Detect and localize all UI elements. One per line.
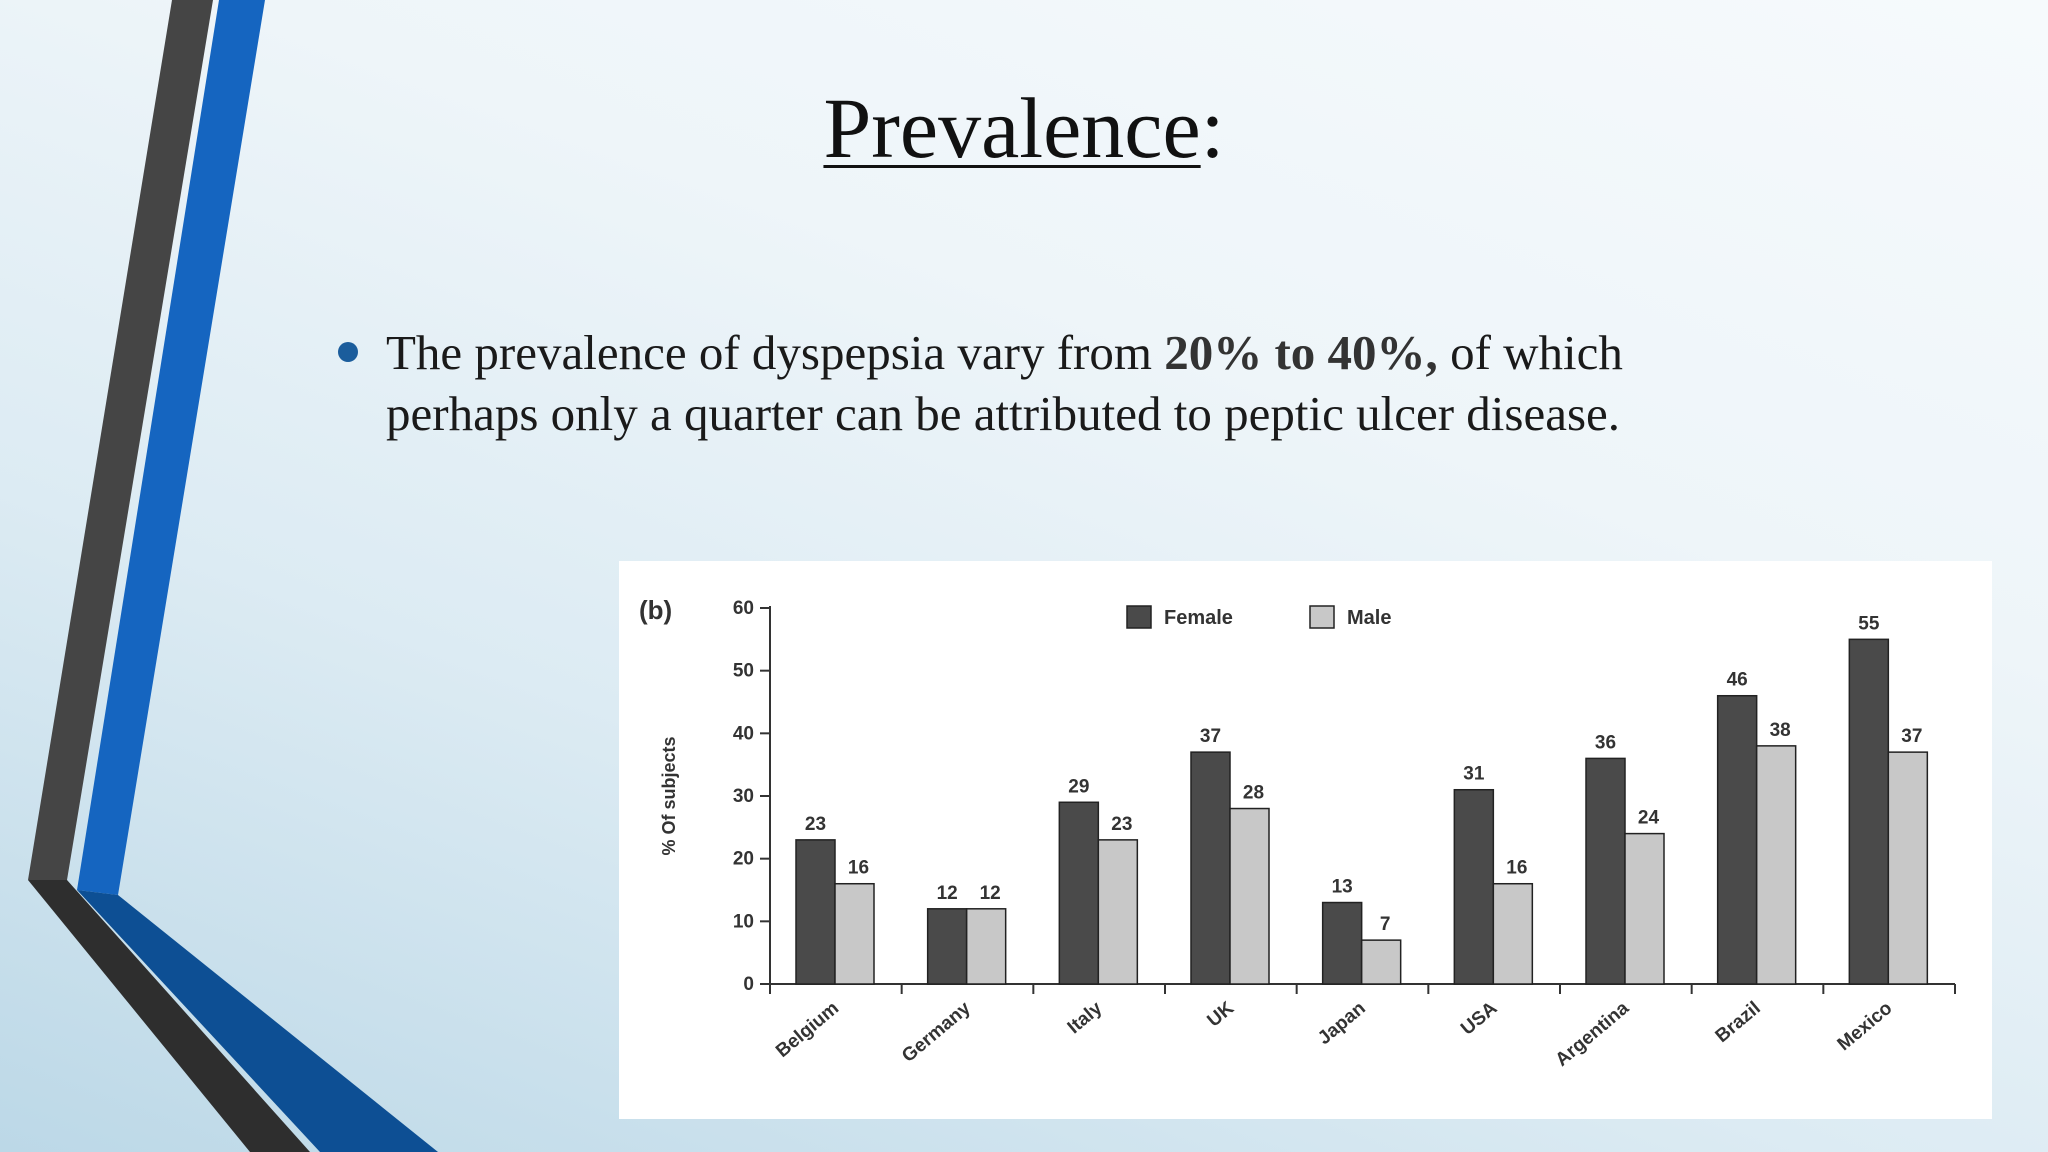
y-tick-label: 50: [733, 661, 754, 682]
deco-dark-stripe: [28, 0, 213, 880]
chart-container: 0 10 20 30 40 50 60 (b) % Of subjects 23 16 Belgium…: [619, 561, 1992, 1119]
deco-dark-lower: [28, 880, 310, 1152]
x-tick-label: Argentina: [1552, 997, 1634, 1070]
y-tick-label: 30: [733, 786, 754, 807]
data-label: 38: [1770, 720, 1791, 741]
bar-male-belgium: [834, 882, 875, 985]
data-label: 23: [805, 814, 826, 835]
data-label: 13: [1332, 877, 1353, 898]
data-label: 37: [1200, 726, 1221, 747]
data-label: 36: [1595, 732, 1616, 753]
bar-male-japan: [1360, 939, 1402, 985]
bar-male-uk: [1229, 807, 1270, 985]
bar-female-brazil: [1716, 694, 1758, 985]
bar-female-italy: [1058, 801, 1100, 985]
data-label: 37: [1901, 726, 1922, 747]
data-label: 12: [980, 883, 1001, 904]
data-label: 55: [1858, 613, 1880, 634]
data-label: 23: [1111, 814, 1132, 835]
bar-female-uk: [1190, 751, 1231, 985]
y-tick-label: 10: [733, 911, 754, 932]
x-tick-label: Brazil: [1712, 998, 1765, 1047]
slide-title-suffix: :: [1200, 80, 1225, 176]
bullet-text: The prevalence of dyspepsia vary from 20…: [386, 322, 1638, 444]
y-tick-label: 20: [733, 849, 754, 870]
data-label: 29: [1068, 776, 1089, 797]
data-label: 16: [848, 858, 869, 879]
slide-title-text: Prevalence: [823, 80, 1201, 176]
bullet-dot-icon: [338, 342, 358, 362]
bar-male-germany: [965, 908, 1007, 985]
data-label: 31: [1463, 764, 1485, 785]
x-tick-label: UK: [1204, 998, 1239, 1032]
y-tick-label: 60: [733, 598, 754, 619]
legend-swatch: [1309, 605, 1335, 629]
bar-male-argentina: [1624, 832, 1665, 985]
bar-chart: 0 10 20 30 40 50 60 (b) % Of subjects 23 16 Belgium…: [639, 595, 1956, 1071]
deco-blue-lower: [77, 890, 438, 1152]
data-label: 16: [1506, 858, 1527, 879]
legend-swatch: [1126, 605, 1152, 629]
x-tick-label: Italy: [1064, 997, 1107, 1038]
bullet-text-before: The prevalence of dyspepsia vary from: [386, 325, 1165, 380]
bullet-text-after: of which perhaps only a quarter can be a…: [386, 325, 1623, 441]
bar-male-brazil: [1755, 745, 1797, 985]
legend-label: Male: [1347, 607, 1391, 629]
data-label: 46: [1727, 670, 1748, 691]
x-tick-label: Mexico: [1834, 998, 1897, 1055]
data-label: 12: [937, 883, 958, 904]
bar-female-germany: [926, 908, 968, 985]
bar-male-usa: [1492, 882, 1534, 985]
y-axis-label: % Of subjects: [659, 736, 679, 855]
legend-label: Female: [1164, 607, 1233, 629]
x-tick-label: Japan: [1314, 998, 1370, 1049]
data-label: 28: [1243, 783, 1264, 804]
bar-female-usa: [1453, 788, 1495, 985]
slide-title: Prevalence:: [0, 78, 2048, 178]
deco-blue-stripe: [77, 0, 265, 895]
bar-female-mexico: [1848, 638, 1890, 985]
y-tick-label: 40: [733, 723, 754, 744]
bar-female-argentina: [1585, 757, 1626, 985]
x-tick-label: USA: [1457, 998, 1501, 1040]
data-label: 7: [1380, 914, 1391, 935]
y-tick-label: 0: [743, 974, 754, 995]
bar-male-mexico: [1887, 751, 1929, 985]
x-tick-label: Germany: [898, 997, 975, 1066]
x-tick-label: Belgium: [772, 998, 843, 1062]
bar-female-japan: [1321, 901, 1363, 985]
data-label: 24: [1638, 808, 1660, 829]
bar-male-italy: [1097, 839, 1139, 985]
bullet-text-bold: 20% to 40%,: [1164, 325, 1438, 380]
panel-label: (b): [639, 595, 672, 625]
bar-female-belgium: [795, 839, 836, 985]
bullet-item: The prevalence of dyspepsia vary from 20…: [338, 322, 1638, 444]
